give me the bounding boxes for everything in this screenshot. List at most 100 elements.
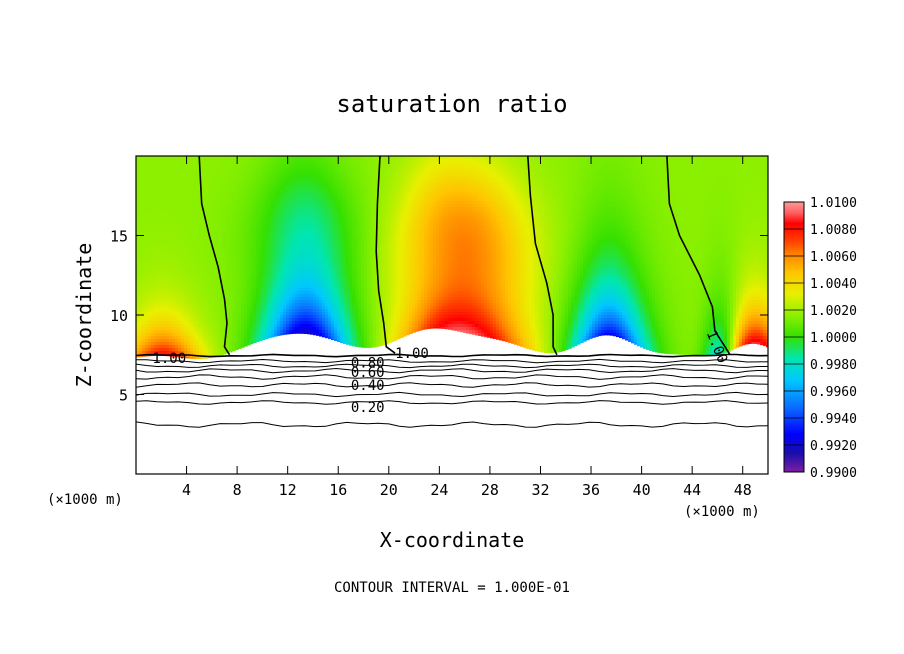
field-cell <box>364 327 368 331</box>
field-cell <box>340 177 344 181</box>
field-cell <box>244 342 248 346</box>
field-cell <box>259 177 263 181</box>
field-cell <box>286 309 290 313</box>
field-cell <box>142 165 146 169</box>
field-cell <box>184 348 188 352</box>
field-cell <box>229 180 233 184</box>
field-cell <box>253 189 257 193</box>
field-cell <box>190 246 194 250</box>
field-cell <box>298 168 302 172</box>
field-cell <box>334 213 338 217</box>
field-cell <box>148 255 152 259</box>
field-cell <box>211 243 215 247</box>
field-cell <box>253 303 257 307</box>
field-cell <box>349 336 353 340</box>
field-cell <box>178 303 182 307</box>
field-cell <box>283 258 287 262</box>
field-cell <box>178 306 182 310</box>
field-cell <box>148 288 152 292</box>
field-cell <box>259 264 263 268</box>
field-cell <box>304 171 308 175</box>
field-cell <box>265 201 269 205</box>
field-cell <box>256 336 260 340</box>
field-cell <box>307 192 311 196</box>
field-cell <box>205 165 209 169</box>
field-cell <box>262 294 266 298</box>
field-cell <box>154 342 158 346</box>
field-cell <box>301 324 305 328</box>
field-cell <box>268 264 272 268</box>
field-cell <box>253 324 257 328</box>
field-cell <box>355 285 359 289</box>
field-cell <box>313 270 317 274</box>
field-cell <box>289 321 293 325</box>
field-cell <box>361 300 365 304</box>
field-cell <box>169 189 173 193</box>
field-cell <box>238 177 242 181</box>
field-cell <box>346 162 350 166</box>
field-cell <box>220 159 224 163</box>
field-cell <box>244 156 248 160</box>
field-cell <box>178 255 182 259</box>
field-cell <box>148 168 152 172</box>
field-cell <box>175 309 179 313</box>
field-cell <box>307 171 311 175</box>
field-cell <box>220 321 224 325</box>
field-cell <box>193 255 197 259</box>
field-cell <box>277 180 281 184</box>
field-cell <box>232 303 236 307</box>
field-cell <box>172 246 176 250</box>
field-cell <box>313 165 317 169</box>
field-cell <box>274 315 278 319</box>
field-cell <box>190 198 194 202</box>
field-cell <box>265 177 269 181</box>
field-cell <box>226 198 230 202</box>
field-cell <box>364 174 368 178</box>
field-cell <box>304 255 308 259</box>
field-cell <box>322 294 326 298</box>
field-cell <box>166 312 170 316</box>
field-cell <box>274 321 278 325</box>
field-cell <box>328 225 332 229</box>
field-cell <box>244 186 248 190</box>
field-cell <box>166 189 170 193</box>
field-cell <box>328 324 332 328</box>
field-cell <box>301 219 305 223</box>
field-cell <box>304 201 308 205</box>
field-cell <box>193 312 197 316</box>
field-cell <box>247 231 251 235</box>
field-cell <box>205 216 209 220</box>
field-cell <box>322 243 326 247</box>
field-cell <box>256 294 260 298</box>
field-cell <box>214 339 218 343</box>
field-cell <box>208 303 212 307</box>
field-cell <box>349 267 353 271</box>
field-cell <box>253 294 257 298</box>
field-cell <box>334 201 338 205</box>
field-cell <box>139 249 143 253</box>
field-cell <box>262 174 266 178</box>
field-cell <box>136 342 140 346</box>
field-cell <box>217 231 221 235</box>
field-cell <box>154 174 158 178</box>
field-cell <box>214 303 218 307</box>
field-cell <box>361 267 365 271</box>
field-cell <box>262 270 266 274</box>
field-cell <box>181 180 185 184</box>
field-cell <box>250 288 254 292</box>
field-cell <box>190 189 194 193</box>
field-cell <box>337 270 341 274</box>
field-cell <box>244 336 248 340</box>
field-cell <box>253 336 257 340</box>
field-cell <box>139 207 143 211</box>
field-cell <box>265 330 269 334</box>
field-cell <box>358 219 362 223</box>
field-cell <box>364 291 368 295</box>
field-cell <box>160 252 164 256</box>
field-cell <box>265 321 269 325</box>
field-cell <box>346 270 350 274</box>
field-cell <box>247 342 251 346</box>
field-cell <box>346 213 350 217</box>
field-cell <box>223 213 227 217</box>
field-cell <box>196 249 200 253</box>
